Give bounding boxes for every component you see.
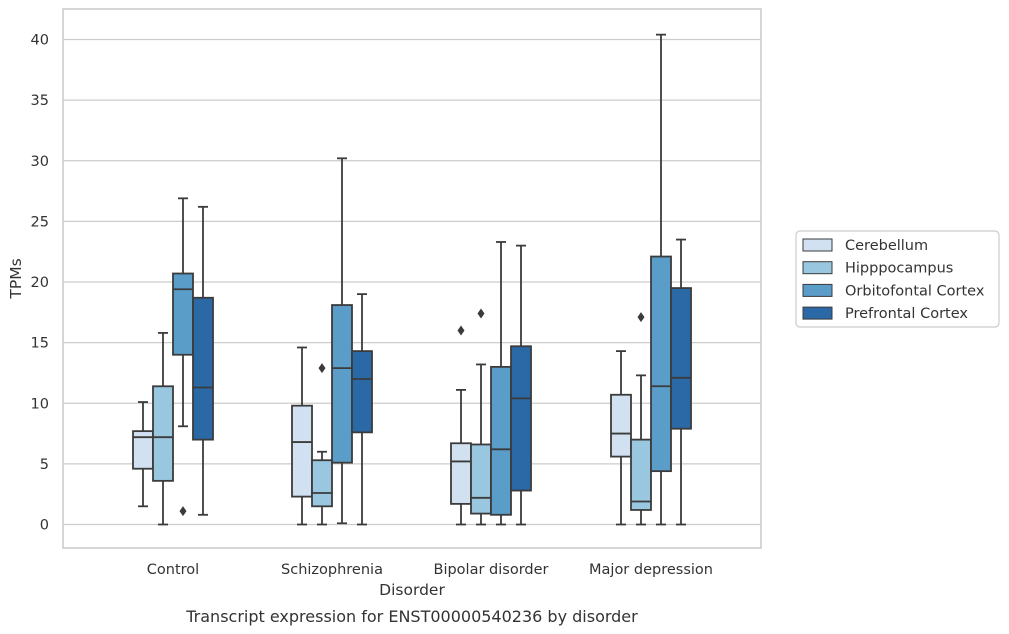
legend-frame <box>795 230 1000 328</box>
x-tick-label: Bipolar disorder <box>434 562 549 578</box>
y-tick-label: 35 <box>31 93 49 109</box>
box-hipppocampus <box>470 308 492 526</box>
box-iqr <box>450 442 472 505</box>
box-series <box>132 33 692 526</box>
box-cerebellum <box>610 350 632 526</box>
box-prefrontal-cortex <box>351 293 373 526</box>
box-iqr <box>351 350 373 434</box>
box-prefrontal-cortex <box>192 205 214 516</box>
box-iqr <box>291 404 313 498</box>
y-tick-labels: 0 5 10 15 20 25 30 35 40 <box>31 33 49 534</box>
box-hipppocampus <box>152 332 174 526</box>
box-iqr <box>610 393 632 458</box>
x-axis-title: Disorder <box>379 581 445 599</box>
x-tick-labels: Control Schizophrenia Bipolar disorder Majo… <box>147 562 713 578</box>
box-iqr <box>172 272 194 356</box>
legend-swatch <box>802 283 833 297</box>
box-prefrontal-cortex <box>510 244 532 526</box>
legend-label: Orbitofontal Cortex <box>845 283 985 299</box>
outlier-point <box>179 506 187 517</box>
box-orbitofontal-cortex <box>331 157 353 525</box>
box-cerebellum <box>450 325 472 526</box>
legend-swatch <box>802 261 833 275</box>
y-tick-label: 0 <box>40 518 49 534</box>
outlier-point <box>457 325 465 336</box>
outlier-point <box>318 363 326 374</box>
box-iqr <box>650 255 672 473</box>
legend-swatch <box>802 306 833 320</box>
box-iqr <box>670 287 692 430</box>
box-iqr <box>470 443 492 515</box>
box-iqr <box>311 459 333 508</box>
y-tick-label: 20 <box>31 275 49 291</box>
box-orbitofontal-cortex <box>490 241 512 526</box>
box-orbitofontal-cortex <box>172 197 194 517</box>
x-tick-label: Schizophrenia <box>281 562 383 578</box>
y-tick-label: 5 <box>40 457 49 473</box>
box-prefrontal-cortex <box>670 238 692 526</box>
outlier-point <box>637 312 645 323</box>
y-tick-label: 15 <box>31 336 49 352</box>
y-tick-label: 40 <box>31 33 49 49</box>
box-hipppocampus <box>630 312 652 526</box>
legend-label: Prefrontal Cortex <box>845 306 968 322</box>
box-iqr <box>490 365 512 516</box>
y-tick-label: 10 <box>31 396 49 412</box>
box-cerebellum <box>291 346 313 526</box>
y-axis-title: TPMs <box>7 258 25 299</box>
box-hipppocampus <box>311 363 333 526</box>
legend-label: Hipppocampus <box>845 261 953 277</box>
chart-caption: Transcript expression for ENST0000054023… <box>185 607 638 626</box>
outlier-point <box>477 308 485 319</box>
y-tick-label: 30 <box>31 154 49 170</box>
box-iqr <box>152 385 174 482</box>
box-orbitofontal-cortex <box>650 33 672 526</box>
box-cerebellum <box>132 401 154 508</box>
legend: Cerebellum Hipppocampus Orbitofontal Corte… <box>795 230 1000 328</box>
plot-area-frame <box>62 8 762 549</box>
x-tick-label: Major depression <box>589 562 713 578</box>
box-iqr <box>510 345 532 492</box>
y-tick-label: 25 <box>31 214 49 230</box>
legend-swatch <box>802 238 833 252</box>
x-tick-label: Control <box>147 562 199 578</box>
box-iqr <box>192 296 214 441</box>
box-iqr <box>331 304 353 464</box>
box-iqr <box>630 438 652 511</box>
legend-label: Cerebellum <box>845 238 928 254</box>
